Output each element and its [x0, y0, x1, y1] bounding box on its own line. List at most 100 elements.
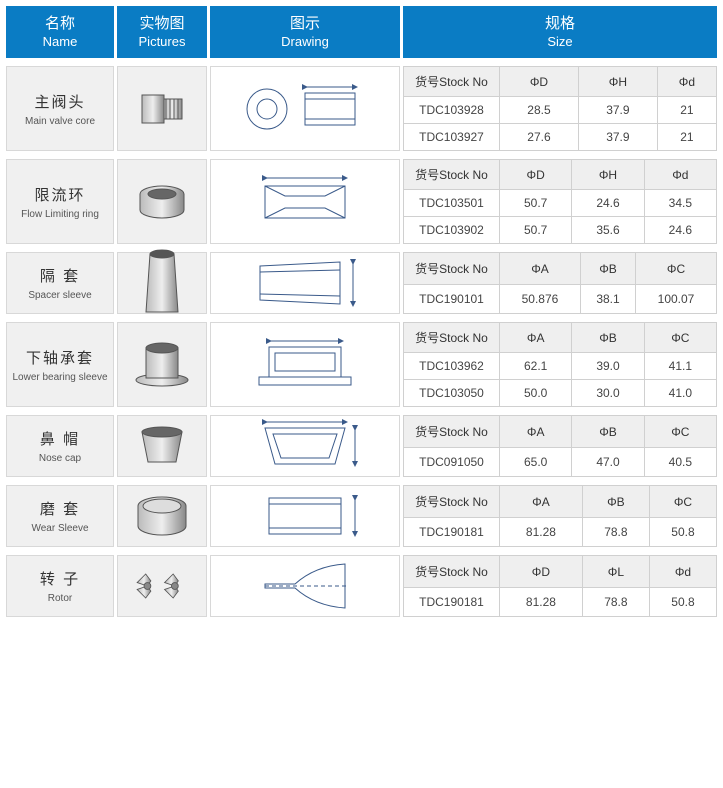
cell-value: 21	[657, 124, 716, 151]
name-en: Nose cap	[39, 453, 81, 464]
name-en: Spacer sleeve	[28, 290, 91, 301]
drawing-cell	[210, 252, 400, 314]
cell-stockno: TDC190181	[404, 518, 500, 547]
col-header: ΦA	[500, 323, 572, 353]
name-cell: 主阀头Main valve core	[6, 66, 114, 151]
technical-drawing-icon	[235, 172, 375, 232]
technical-drawing-icon	[235, 486, 375, 546]
header-drawing-cn: 图示	[290, 14, 320, 34]
cell-value: 41.0	[644, 380, 716, 407]
cell-stockno: TDC103928	[404, 97, 500, 124]
cell-value: 62.1	[500, 353, 572, 380]
table-row: TDC19018181.2878.850.8	[404, 518, 717, 547]
cell-stockno: TDC103902	[404, 217, 500, 244]
table-row: TDC10396262.139.041.1	[404, 353, 717, 380]
drawing-cell	[210, 322, 400, 407]
col-header: ΦD	[500, 67, 579, 97]
table-row: TDC10390250.735.624.6	[404, 217, 717, 244]
cell-value: 35.6	[572, 217, 644, 244]
col-stockno: 货号Stock No	[404, 416, 500, 448]
name-cn: 鼻 帽	[40, 428, 80, 449]
technical-drawing-icon	[235, 416, 375, 476]
product-row: 鼻 帽Nose cap货号Stock NoΦAΦBΦCTDC09105065.0…	[6, 415, 717, 477]
header-name-en: Name	[43, 34, 78, 51]
header-pictures-cn: 实物图	[139, 14, 184, 34]
col-stockno: 货号Stock No	[404, 67, 500, 97]
cell-value: 50.8	[649, 518, 716, 547]
size-table: 货号Stock NoΦDΦHΦdTDC10392828.537.921TDC10…	[403, 66, 717, 151]
header-size-en: Size	[547, 34, 572, 51]
cell-value: 50.0	[500, 380, 572, 407]
drawing-cell	[210, 415, 400, 477]
col-header: ΦC	[644, 323, 716, 353]
name-cn: 限流环	[34, 184, 85, 205]
name-cell: 转 子Rotor	[6, 555, 114, 617]
cell-value: 28.5	[500, 97, 579, 124]
col-header: ΦH	[572, 160, 644, 190]
drawing-cell	[210, 66, 400, 151]
col-header: ΦB	[572, 416, 644, 448]
table-row: TDC10350150.724.634.5	[404, 190, 717, 217]
header-drawing: 图示 Drawing	[210, 6, 400, 58]
col-header: ΦA	[500, 486, 583, 518]
cell-value: 47.0	[572, 448, 644, 477]
col-header: Φd	[649, 556, 716, 588]
table-row: TDC19018181.2878.850.8	[404, 588, 717, 617]
table-row: TDC09105065.047.040.5	[404, 448, 717, 477]
table-row: TDC10305050.030.041.0	[404, 380, 717, 407]
col-header: ΦB	[582, 486, 649, 518]
cell-value: 34.5	[644, 190, 716, 217]
header-pictures: 实物图 Pictures	[117, 6, 207, 58]
picture-cell	[117, 322, 207, 407]
col-header: ΦL	[582, 556, 649, 588]
size-cell: 货号Stock NoΦDΦHΦdTDC10350150.724.634.5TDC…	[403, 159, 717, 244]
sections-container: 主阀头Main valve core货号Stock NoΦDΦHΦdTDC103…	[6, 66, 717, 617]
cell-stockno: TDC190181	[404, 588, 500, 617]
header-name-cn: 名称	[45, 14, 75, 34]
part-picture-icon	[132, 422, 192, 470]
part-picture-icon	[132, 178, 192, 226]
name-en: Flow Limiting ring	[21, 209, 99, 220]
part-picture-icon	[132, 259, 192, 307]
name-cell: 鼻 帽 Nose cap	[6, 415, 114, 477]
product-row: 下轴承套Lower bearing sleeve 货号Stock NoΦAΦBΦC…	[6, 322, 717, 407]
drawing-cell	[210, 485, 400, 547]
name-cell: 磨 套Wear Sleeve	[6, 485, 114, 547]
cell-value: 39.0	[572, 353, 644, 380]
cell-value: 78.8	[582, 588, 649, 617]
header-size: 规格 Size	[403, 6, 717, 58]
cell-stockno: TDC091050	[404, 448, 500, 477]
size-cell: 货号Stock NoΦDΦLΦdTDC19018181.2878.850.8	[403, 555, 717, 617]
technical-drawing-icon	[235, 79, 375, 139]
name-cell: 下轴承套Lower bearing sleeve	[6, 322, 114, 407]
size-table: 货号Stock NoΦAΦBΦCTDC19018181.2878.850.8	[403, 485, 717, 547]
size-table: 货号Stock NoΦAΦBΦCTDC09105065.047.040.5	[403, 415, 717, 477]
col-header: ΦD	[500, 160, 572, 190]
part-picture-icon	[132, 562, 192, 610]
table-row: TDC10392828.537.921	[404, 97, 717, 124]
product-row: 转 子Rotor货号Stock NoΦDΦLΦdTDC19018181.2878…	[6, 555, 717, 617]
picture-cell	[117, 555, 207, 617]
size-cell: 货号Stock NoΦAΦBΦCTDC19018181.2878.850.8	[403, 485, 717, 547]
technical-drawing-icon	[235, 556, 375, 616]
table-header: 名称 Name 实物图 Pictures 图示 Drawing 规格 Size	[6, 6, 717, 58]
cell-value: 37.9	[578, 97, 657, 124]
col-stockno: 货号Stock No	[404, 556, 500, 588]
cell-value: 38.1	[580, 285, 635, 314]
cell-stockno: TDC190101	[404, 285, 500, 314]
size-table: 货号Stock NoΦAΦBΦCTDC19010150.87638.1100.0…	[403, 252, 717, 314]
cell-value: 100.07	[636, 285, 717, 314]
name-en: Wear Sleeve	[31, 523, 88, 534]
size-table: 货号Stock NoΦAΦBΦCTDC10396262.139.041.1TDC…	[403, 322, 717, 407]
size-cell: 货号Stock NoΦAΦBΦCTDC10396262.139.041.1TDC…	[403, 322, 717, 407]
cell-value: 65.0	[500, 448, 572, 477]
product-row: 隔 套Spacer sleeve 货号Stock NoΦAΦBΦCTDC19010…	[6, 252, 717, 314]
name-cell: 隔 套Spacer sleeve	[6, 252, 114, 314]
name-cn: 主阀头	[34, 91, 85, 112]
table-row: TDC19010150.87638.1100.07	[404, 285, 717, 314]
drawing-cell	[210, 159, 400, 244]
col-header: ΦC	[644, 416, 716, 448]
col-stockno: 货号Stock No	[404, 323, 500, 353]
technical-drawing-icon	[235, 335, 375, 395]
drawing-cell	[210, 555, 400, 617]
